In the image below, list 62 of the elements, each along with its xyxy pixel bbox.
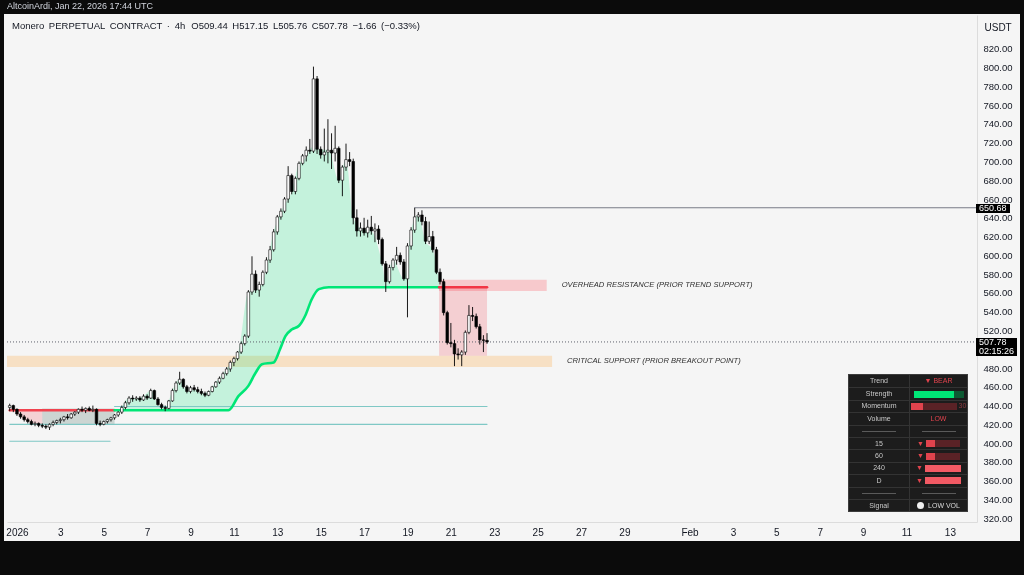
y-tick-label: 820.00 bbox=[983, 43, 1013, 55]
y-tick-label: 740.00 bbox=[983, 118, 1013, 130]
y-tick-label: 600.00 bbox=[983, 249, 1013, 261]
candlestick bbox=[326, 118, 330, 164]
y-tick-label: 620.00 bbox=[983, 231, 1013, 243]
x-tick-label: 27 bbox=[575, 526, 588, 538]
x-tick-label: 13 bbox=[944, 526, 957, 538]
x-tick-label: 25 bbox=[532, 526, 545, 538]
x-tick-label: 23 bbox=[489, 526, 501, 538]
x-tick-label: 17 bbox=[359, 526, 371, 538]
x-tick-label: 19 bbox=[402, 526, 414, 538]
y-tick-label: 380.00 bbox=[983, 456, 1013, 468]
y-tick-label: 560.00 bbox=[983, 287, 1013, 299]
y-tick-label: 360.00 bbox=[983, 475, 1013, 487]
y-axis-title: USDT bbox=[984, 21, 1012, 33]
candlestick bbox=[33, 421, 37, 427]
ref-line-label: 507.78 bbox=[979, 337, 1008, 348]
line-series bbox=[113, 285, 441, 412]
x-tick-label: 3 bbox=[730, 526, 737, 538]
y-tick-label: 340.00 bbox=[983, 493, 1013, 505]
x-tick-label: 15 bbox=[315, 526, 328, 538]
y-tick-label: 800.00 bbox=[983, 62, 1013, 74]
text: AltcoinArdi, Jan 22, 2026 17:44 UTC bbox=[7, 1, 154, 12]
y-tick-label: 640.00 bbox=[983, 212, 1013, 224]
candlestick bbox=[109, 416, 113, 422]
candlestick bbox=[80, 406, 84, 413]
candlestick bbox=[254, 269, 258, 294]
y-tick-label: 520.00 bbox=[983, 324, 1013, 336]
y-tick-label: 420.00 bbox=[983, 418, 1013, 430]
y-tick-label: 700.00 bbox=[983, 155, 1013, 167]
y-tick-label: 580.00 bbox=[983, 268, 1013, 280]
y-tick-label: 720.00 bbox=[983, 137, 1013, 149]
x-tick-label: 11 bbox=[901, 526, 913, 538]
x-tick-label: 11 bbox=[229, 526, 241, 538]
text: 650.68 bbox=[979, 202, 1007, 213]
x-tick-label: 9 bbox=[188, 526, 195, 538]
y-tick-label: 760.00 bbox=[983, 99, 1013, 111]
x-tick-label: 21 bbox=[445, 526, 458, 538]
y-tick-label: 540.00 bbox=[983, 306, 1013, 318]
x-tick-label: 7 bbox=[817, 526, 824, 538]
x-tick-label: 7 bbox=[144, 526, 151, 538]
x-tick-label: Feb bbox=[681, 526, 700, 538]
text: O509.44 H517.15 L505.76 C507.78 −1.66 (−0.33%) bbox=[191, 20, 420, 31]
x-tick-label: 5 bbox=[101, 526, 108, 538]
y-tick-label: 400.00 bbox=[983, 437, 1013, 449]
y-tick-label: 780.00 bbox=[983, 80, 1013, 92]
y-tick-label: 480.00 bbox=[983, 362, 1013, 374]
text: 02:15:26 bbox=[979, 346, 1015, 357]
text: Monero PERPETUAL CONTRACT · 4h bbox=[12, 20, 186, 31]
x-tick-label: 13 bbox=[272, 526, 284, 538]
x-tick-label: 29 bbox=[619, 526, 631, 538]
y-tick-label: 460.00 bbox=[983, 381, 1013, 393]
y-tick-label: 680.00 bbox=[983, 174, 1013, 186]
y-tick-label: 320.00 bbox=[983, 512, 1013, 524]
x-tick-label: 2026 bbox=[6, 526, 29, 538]
candlestick bbox=[203, 391, 207, 398]
x-tick-label: 5 bbox=[774, 526, 781, 538]
candlestick bbox=[373, 222, 377, 243]
y-tick-label: 440.00 bbox=[983, 400, 1013, 412]
x-tick-label: 3 bbox=[58, 526, 65, 538]
y-tick-label: 660.00 bbox=[983, 193, 1013, 205]
x-tick-label: 9 bbox=[860, 526, 867, 538]
